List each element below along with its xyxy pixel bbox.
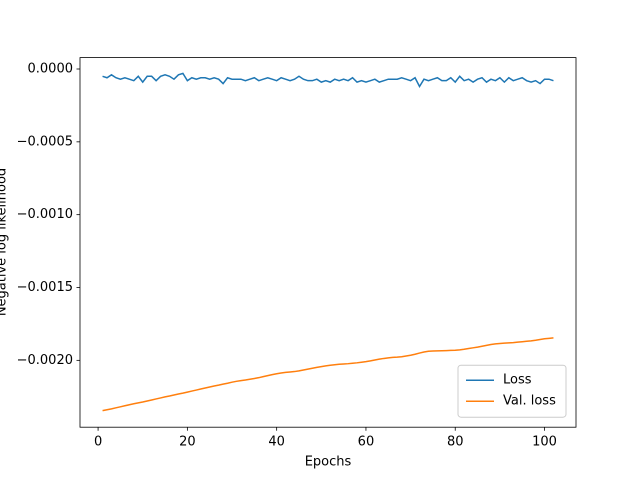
y-tick-label: −0.0015 bbox=[17, 280, 73, 295]
y-tick-label: −0.0010 bbox=[17, 207, 73, 222]
x-tick-label: 100 bbox=[532, 435, 557, 450]
x-tick-label: 0 bbox=[94, 435, 102, 450]
x-tick-label: 40 bbox=[268, 435, 285, 450]
legend-box bbox=[457, 364, 567, 418]
x-tick-label: 60 bbox=[358, 435, 375, 450]
legend-label: Val. loss bbox=[503, 394, 556, 409]
y-tick-label: 0.0000 bbox=[28, 62, 74, 77]
x-tick-label: 80 bbox=[447, 435, 464, 450]
line-series bbox=[102, 72, 554, 89]
x-axis-label: Epochs bbox=[305, 455, 352, 470]
y-tick-label: −0.0020 bbox=[17, 353, 73, 368]
y-axis-label: Negative log likelihood bbox=[0, 168, 10, 316]
plot-frame bbox=[79, 57, 577, 428]
legend-label: Loss bbox=[503, 373, 532, 388]
y-tick-label: −0.0005 bbox=[17, 134, 73, 149]
line-series bbox=[102, 337, 554, 412]
x-tick-label: 20 bbox=[179, 435, 196, 450]
